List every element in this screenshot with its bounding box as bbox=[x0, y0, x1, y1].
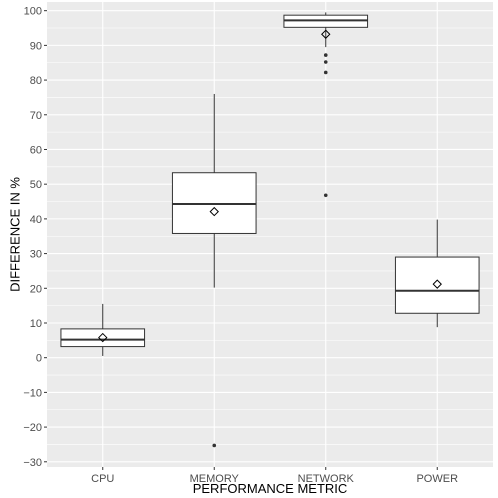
box-iqr bbox=[60, 328, 146, 348]
y-axis-title: DIFFERENCE IN % bbox=[8, 177, 23, 292]
minor-gridlines bbox=[47, 27, 493, 445]
y-tick-label: 30 bbox=[30, 249, 42, 261]
y-tick-label: 50 bbox=[30, 179, 42, 191]
y-tick-label: −20 bbox=[23, 422, 42, 434]
outlier-point bbox=[212, 443, 217, 448]
box-memory bbox=[171, 93, 257, 448]
y-tick-label: 10 bbox=[30, 318, 42, 330]
y-tick-label: 40 bbox=[30, 214, 42, 226]
box-network bbox=[283, 12, 369, 198]
y-axis-ticks: −30 −20 −10 0 10 20 30 40 50 60 70 80 90 100 bbox=[23, 6, 47, 469]
y-tick-label: 20 bbox=[30, 283, 42, 295]
y-tick-label: −30 bbox=[23, 457, 42, 469]
y-tick-label: 80 bbox=[30, 75, 42, 87]
boxes-layer bbox=[60, 12, 480, 448]
outlier-point bbox=[323, 193, 328, 198]
x-tick-label: MEMORY bbox=[190, 473, 240, 485]
outlier-point bbox=[323, 53, 328, 57]
mean-marker bbox=[209, 206, 219, 217]
mean-marker bbox=[321, 29, 331, 39]
y-tick-label: 0 bbox=[36, 353, 42, 365]
plot-panel bbox=[47, 2, 493, 467]
outlier-point bbox=[323, 60, 328, 64]
outlier-point bbox=[323, 70, 328, 75]
y-tick-label: 90 bbox=[30, 40, 42, 52]
box-cpu bbox=[60, 303, 146, 356]
mean-marker bbox=[98, 332, 108, 343]
y-tick-label: 70 bbox=[30, 110, 42, 122]
y-tick-label: −10 bbox=[23, 387, 42, 399]
x-tick-label: POWER bbox=[416, 473, 458, 485]
x-axis-title: PERFORMANCE METRIC bbox=[193, 481, 348, 496]
x-tick-label: NETWORK bbox=[298, 473, 355, 485]
y-tick-label: 100 bbox=[24, 6, 42, 18]
x-tick-label: CPU bbox=[91, 473, 114, 485]
box-iqr bbox=[394, 256, 480, 314]
x-axis-ticks: CPU MEMORY NETWORK POWER bbox=[91, 467, 458, 485]
mean-marker bbox=[432, 279, 442, 289]
y-tick-label: 60 bbox=[30, 144, 42, 156]
box-power bbox=[394, 219, 480, 328]
